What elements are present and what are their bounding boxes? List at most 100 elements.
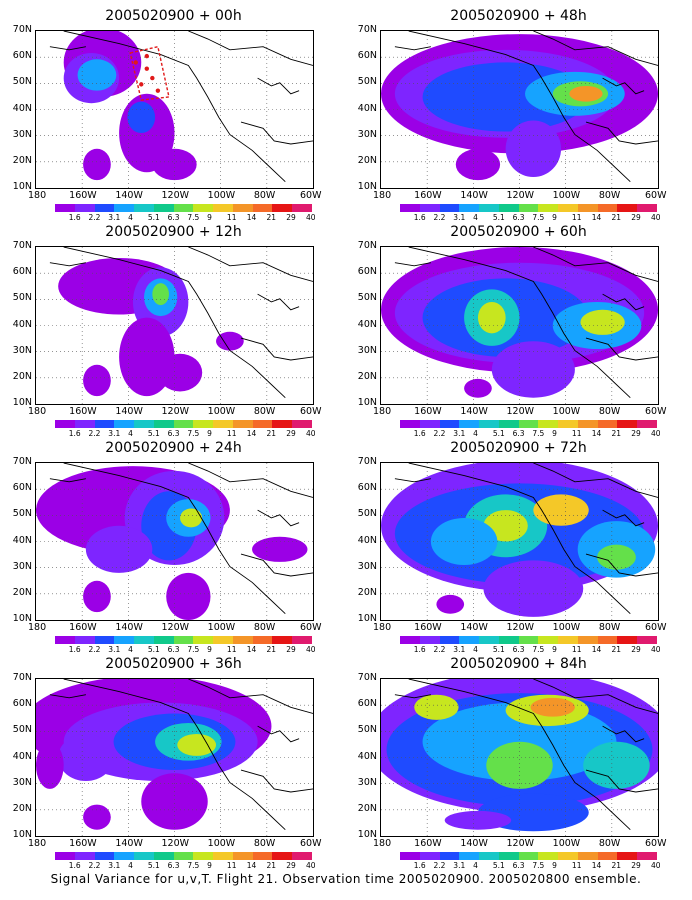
colorbar-label: 2.2	[88, 861, 101, 870]
colorbar-swatch	[597, 204, 618, 212]
lat-tick-label: 30N	[12, 344, 32, 356]
lat-tick-label: 10N	[12, 829, 32, 840]
colorbar	[55, 420, 312, 428]
colorbar-swatch	[498, 420, 519, 428]
colorbar-swatch	[272, 852, 293, 860]
colorbar-swatch	[419, 636, 440, 644]
lat-tick-label: 30N	[357, 128, 377, 140]
lat-tick-label: 40N	[12, 318, 32, 330]
colorbar	[400, 636, 657, 644]
panel-title: 2005020900 + 24h	[105, 440, 242, 456]
colorbar-swatch	[558, 636, 578, 644]
map-plot	[35, 678, 314, 837]
colorbar-swatch	[459, 204, 480, 212]
coastline	[394, 463, 658, 615]
lat-tick-label: 10N	[357, 181, 377, 192]
colorbar-swatch	[459, 420, 480, 428]
variance-contour	[157, 353, 203, 392]
colorbar-label: 40	[306, 429, 316, 438]
colorbar-swatch	[74, 852, 95, 860]
colorbar-label: 6.3	[512, 429, 525, 438]
variance-contour	[477, 301, 506, 334]
lon-tick-label: 100W	[207, 622, 236, 633]
colorbar	[55, 636, 312, 644]
colorbar-swatch	[55, 420, 75, 428]
colorbar-label: 4	[128, 861, 133, 870]
colorbar-label: 11	[226, 861, 237, 870]
colorbar-label: 7.5	[187, 861, 200, 870]
variance-contour	[177, 733, 217, 756]
colorbar-label: 29	[631, 645, 641, 654]
variance-contour	[141, 773, 208, 830]
colorbar-label: 7.5	[532, 429, 545, 438]
colorbar-label: 5.1	[492, 429, 505, 438]
lat-tick-label: 70N	[12, 672, 32, 683]
lat-tick-label: 20N	[357, 370, 377, 382]
colorbar-label: 1.6	[68, 861, 81, 870]
colorbar-label: 6.3	[167, 861, 180, 870]
colorbar-label: 11	[226, 645, 237, 654]
colorbar-swatch	[459, 852, 480, 860]
colorbar-label: 2.2	[88, 429, 101, 438]
colorbar-label: 7.5	[187, 429, 200, 438]
variance-contour	[58, 733, 114, 782]
colorbar-swatch	[617, 852, 638, 860]
colorbar-label: 11	[571, 861, 582, 870]
colorbar-label: 40	[306, 645, 316, 654]
colorbar-label: 21	[611, 213, 621, 222]
colorbar-swatch	[419, 204, 440, 212]
lat-tick-label: 60N	[357, 482, 377, 494]
colorbar-swatch	[272, 204, 293, 212]
colorbar-swatch	[439, 204, 460, 212]
lon-tick-label: 160W	[69, 838, 97, 849]
colorbar-swatch	[173, 636, 194, 644]
colorbar-swatch	[114, 204, 135, 212]
lon-tick-label: 60W	[300, 190, 322, 201]
colorbar-swatch	[153, 636, 174, 644]
colorbar-swatch	[479, 420, 499, 428]
colorbar-label: 5.1	[492, 213, 505, 222]
variance-contour	[127, 101, 156, 134]
colorbar-swatch	[213, 636, 233, 644]
observation-point	[139, 82, 144, 87]
colorbar-label: 9	[552, 213, 557, 222]
colorbar-label: 29	[286, 645, 296, 654]
colorbar-label: 14	[591, 861, 602, 870]
colorbar-swatch	[400, 420, 420, 428]
colorbar-label: 2.2	[433, 429, 446, 438]
lon-tick-label: 180	[28, 622, 47, 633]
colorbar-label: 1.6	[413, 213, 426, 222]
colorbar-label: 21	[266, 213, 276, 222]
lat-tick-label: 60N	[12, 266, 32, 278]
colorbar-swatch	[400, 636, 420, 644]
variance-contour	[216, 331, 244, 351]
colorbar-swatch	[538, 420, 559, 428]
panel-title: 2005020900 + 84h	[450, 656, 587, 672]
lat-tick-label: 60N	[357, 266, 377, 278]
colorbar-label: 4	[128, 429, 133, 438]
lon-tick-label: 120W	[161, 622, 190, 633]
lat-tick-label: 10N	[12, 613, 32, 624]
variance-contour	[152, 148, 197, 181]
colorbar-swatch	[134, 204, 154, 212]
colorbar-swatch	[439, 852, 460, 860]
colorbar-swatch	[232, 420, 253, 428]
colorbar-label: 14	[246, 861, 257, 870]
colorbar-label: 29	[631, 429, 641, 438]
colorbar-swatch	[518, 852, 539, 860]
lat-tick-label: 40N	[12, 534, 32, 546]
colorbar-label: 3.1	[453, 861, 466, 870]
lon-tick-label: 180	[373, 838, 392, 849]
colorbar-label: 5.1	[147, 213, 160, 222]
lat-tick-label: 60N	[12, 50, 32, 62]
variance-contour	[464, 378, 492, 398]
variance-contour	[414, 694, 459, 720]
colorbar-label: 21	[611, 645, 621, 654]
colorbar-label: 3.1	[108, 213, 121, 222]
lat-tick-label: 20N	[357, 802, 377, 814]
lon-tick-label: 80W	[598, 622, 621, 633]
coastline	[49, 31, 313, 183]
colorbar-swatch	[193, 204, 214, 212]
lon-tick-label: 100W	[552, 622, 581, 633]
lat-tick-label: 20N	[357, 154, 377, 166]
